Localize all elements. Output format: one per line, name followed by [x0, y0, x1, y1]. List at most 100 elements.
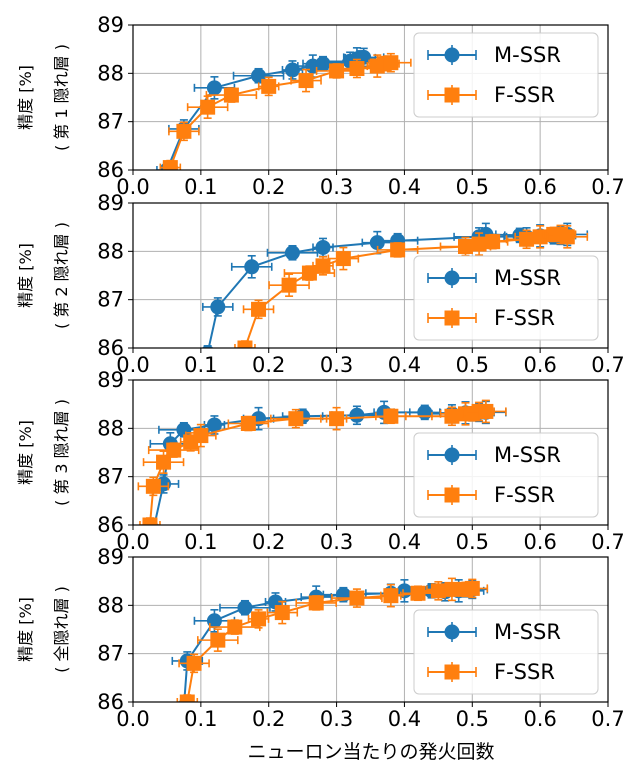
- legend-label: F-SSR: [494, 306, 555, 330]
- data-point-f-ssr: [193, 428, 209, 444]
- data-point-m-ssr: [315, 56, 331, 72]
- y-axis-label-sub: ( 第 1 隠れ層 ): [52, 44, 71, 151]
- y-tick-label: 86: [97, 690, 124, 714]
- x-tick-label: 0.7: [591, 175, 624, 199]
- data-point-f-ssr: [176, 123, 192, 139]
- x-tick-label: 0.4: [388, 353, 421, 377]
- y-tick-label: 89: [97, 191, 124, 215]
- plot-area: [156, 47, 412, 170]
- legend: M-SSR F-SSR: [413, 432, 599, 518]
- legend: M-SSR F-SSR: [413, 255, 599, 341]
- y-axis-label: 精度 [%]: [16, 243, 35, 308]
- y-tick-label: 89: [97, 13, 124, 37]
- data-point-f-ssr: [227, 619, 243, 635]
- data-point-f-ssr: [166, 442, 182, 458]
- legend-marker-square: [444, 87, 460, 103]
- y-tick-label: 86: [97, 336, 124, 360]
- data-point-f-ssr: [383, 55, 399, 71]
- axes-frame: [132, 202, 609, 349]
- data-point-f-ssr: [210, 632, 226, 648]
- x-axis-label: ニューロン当たりの発火回数: [247, 741, 494, 763]
- x-tick-label: 0.6: [523, 530, 556, 554]
- x-tick-label: 0.6: [523, 707, 556, 731]
- data-point-m-ssr: [206, 417, 222, 433]
- x-tick-label: 0.0: [116, 707, 149, 731]
- data-point-f-ssr: [240, 416, 256, 431]
- panel-2: 0.0 0.1 0.2 0.3 0.4 0.5 0.6 0.7 86 87 88 89 精度 [%] ( …: [16, 191, 625, 377]
- y-axis-label-sub: ( 第 3 隠れ層 ): [52, 399, 71, 506]
- data-point-f-ssr: [349, 61, 365, 76]
- y-tick-label: 87: [97, 110, 124, 134]
- data-point-f-ssr: [335, 251, 351, 267]
- data-point-m-ssr: [284, 245, 300, 261]
- data-point-f-ssr: [383, 588, 399, 604]
- data-point-f-ssr: [288, 411, 304, 427]
- y-tick-label: 87: [97, 288, 124, 312]
- y-tick-label: 88: [97, 593, 124, 617]
- x-tick-label: 0.5: [456, 707, 489, 731]
- x-tick-label: 0.1: [184, 175, 217, 199]
- y-tick-label: 88: [97, 239, 124, 263]
- data-point-f-ssr: [162, 160, 178, 170]
- data-point-f-ssr: [186, 655, 202, 671]
- data-point-f-ssr: [430, 583, 446, 599]
- legend-label: M-SSR: [494, 443, 561, 467]
- data-point-m-ssr: [206, 613, 222, 629]
- legend-marker-circle: [444, 47, 460, 63]
- x-tick-label: 0.3: [320, 530, 353, 554]
- x-tick-label: 0.0: [116, 530, 149, 554]
- data-point-f-ssr: [559, 229, 575, 245]
- x-tick-label: 0.6: [523, 353, 556, 377]
- legend: M-SSR F-SSR: [413, 32, 599, 118]
- x-tick-label: 0.3: [320, 353, 353, 377]
- x-tick-label: 0.5: [456, 353, 489, 377]
- data-point-f-ssr: [142, 517, 158, 525]
- x-tick-label: 0.3: [320, 175, 353, 199]
- y-tick-label: 87: [97, 642, 124, 666]
- legend-marker-square: [444, 310, 460, 326]
- plot-area: [137, 399, 507, 525]
- x-tick-label: 0.2: [252, 175, 285, 199]
- data-point-m-ssr: [206, 80, 222, 96]
- x-tick-label: 0.1: [184, 707, 217, 731]
- y-tick-label: 89: [97, 545, 124, 569]
- x-tick-label: 0.1: [184, 353, 217, 377]
- data-point-m-ssr: [284, 62, 300, 78]
- panel-3: 0.0 0.1 0.2 0.3 0.4 0.5 0.6 0.7 86 87 88 89 精度 [%] ( …: [16, 368, 625, 554]
- data-point-f-ssr: [261, 78, 277, 94]
- data-point-f-ssr: [471, 236, 487, 252]
- data-point-f-ssr: [200, 99, 216, 115]
- data-point-f-ssr: [464, 580, 480, 596]
- data-point-f-ssr: [519, 231, 535, 247]
- data-point-f-ssr: [308, 595, 324, 611]
- data-point-f-ssr: [274, 605, 290, 621]
- data-point-f-ssr: [179, 694, 195, 702]
- data-point-f-ssr: [251, 611, 267, 627]
- x-tick-label: 0.2: [252, 707, 285, 731]
- x-tick-label: 0.7: [591, 707, 624, 731]
- data-point-m-ssr: [349, 407, 365, 423]
- data-point-m-ssr: [201, 345, 214, 348]
- legend-label: M-SSR: [494, 266, 561, 290]
- data-point-f-ssr: [485, 234, 501, 250]
- legend-label: F-SSR: [494, 660, 555, 684]
- axes-frame: [132, 556, 609, 703]
- data-point-f-ssr: [223, 87, 239, 103]
- x-tick-label: 0.5: [456, 530, 489, 554]
- data-point-m-ssr: [315, 239, 331, 255]
- y-axis-label: 精度 [%]: [16, 420, 35, 485]
- data-point-f-ssr: [329, 63, 345, 79]
- data-point-f-ssr: [383, 408, 399, 424]
- y-axis-label: 精度 [%]: [16, 597, 35, 662]
- axes-frame: [132, 24, 609, 171]
- data-point-f-ssr: [478, 403, 494, 419]
- legend: M-SSR F-SSR: [413, 609, 599, 695]
- panel-4: 0.0 0.1 0.2 0.3 0.4 0.5 0.6 0.7 86 87 88 89 精度 [%] ( …: [16, 545, 625, 731]
- x-tick-label: 0.2: [252, 353, 285, 377]
- legend-marker-square: [444, 487, 460, 503]
- data-point-f-ssr: [251, 301, 267, 317]
- y-tick-label: 88: [97, 61, 124, 85]
- x-tick-label: 0.0: [116, 353, 149, 377]
- x-tick-label: 0.6: [523, 175, 556, 199]
